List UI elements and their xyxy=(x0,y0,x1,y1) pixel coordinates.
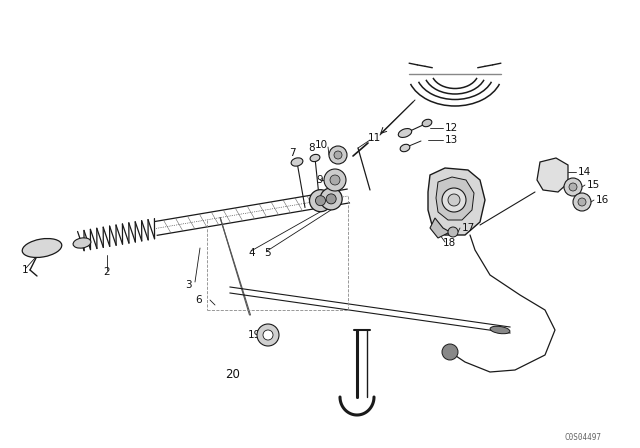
Circle shape xyxy=(257,324,279,346)
Circle shape xyxy=(316,196,326,206)
Text: 20: 20 xyxy=(225,369,240,382)
Text: 6: 6 xyxy=(195,295,202,305)
Circle shape xyxy=(263,330,273,340)
Polygon shape xyxy=(537,158,568,192)
Text: 3: 3 xyxy=(185,280,191,290)
Text: 10: 10 xyxy=(315,140,328,150)
Text: 13: 13 xyxy=(445,135,458,145)
Ellipse shape xyxy=(310,155,320,162)
Ellipse shape xyxy=(73,238,91,248)
Text: 5: 5 xyxy=(264,248,271,258)
Text: 17: 17 xyxy=(462,223,476,233)
Circle shape xyxy=(329,146,347,164)
Circle shape xyxy=(442,344,458,360)
Polygon shape xyxy=(430,218,450,238)
Circle shape xyxy=(310,190,332,211)
Text: 9: 9 xyxy=(316,175,323,185)
Circle shape xyxy=(564,178,582,196)
Text: 11: 11 xyxy=(368,133,381,143)
Circle shape xyxy=(330,175,340,185)
Circle shape xyxy=(448,227,458,237)
Text: 15: 15 xyxy=(587,180,600,190)
Ellipse shape xyxy=(398,129,412,138)
Circle shape xyxy=(578,198,586,206)
Circle shape xyxy=(573,193,591,211)
Text: 1: 1 xyxy=(22,265,29,275)
Text: 7: 7 xyxy=(289,148,296,158)
Text: 14: 14 xyxy=(578,167,591,177)
Circle shape xyxy=(324,169,346,191)
Ellipse shape xyxy=(291,158,303,166)
Text: 16: 16 xyxy=(596,195,609,205)
Circle shape xyxy=(326,194,336,204)
Ellipse shape xyxy=(490,326,510,334)
Ellipse shape xyxy=(400,144,410,152)
Circle shape xyxy=(448,194,460,206)
Ellipse shape xyxy=(422,119,432,127)
Text: 8: 8 xyxy=(308,143,315,153)
Text: 12: 12 xyxy=(445,123,458,133)
Ellipse shape xyxy=(22,238,62,258)
Text: C0S04497: C0S04497 xyxy=(564,432,602,441)
Polygon shape xyxy=(428,168,485,235)
Text: 2: 2 xyxy=(103,267,109,277)
Circle shape xyxy=(442,188,466,212)
Text: 19: 19 xyxy=(248,330,261,340)
Circle shape xyxy=(320,188,342,210)
Circle shape xyxy=(569,183,577,191)
Text: 4: 4 xyxy=(248,248,255,258)
Text: 18: 18 xyxy=(443,238,456,248)
Polygon shape xyxy=(436,177,474,220)
Circle shape xyxy=(334,151,342,159)
